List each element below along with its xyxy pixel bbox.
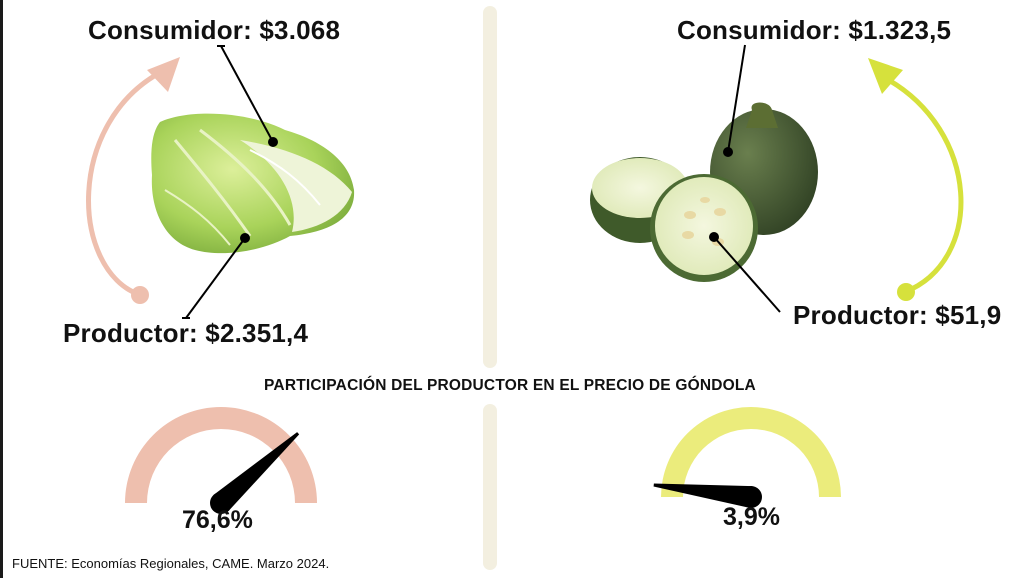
right-producer-pointer <box>709 232 781 313</box>
left-consumer-price: Consumidor: $3.068 <box>88 15 341 45</box>
gauge-right <box>653 407 841 508</box>
left-producer-pointer <box>182 233 250 319</box>
right-producer-price: Productor: $51,9 <box>793 300 1002 330</box>
left-arc-arrow <box>86 57 180 304</box>
right-gauge-label: 3,9% <box>723 503 780 531</box>
left-consumer-pointer <box>217 45 278 147</box>
gauge-left-needle <box>213 432 300 512</box>
section-title: PARTICIPACIÓN DEL PRODUCTOR EN EL PRECIO… <box>264 377 756 394</box>
gauge-right-needle-hub <box>740 486 762 508</box>
gauge-right-band <box>661 407 841 497</box>
gauge-right-needle <box>653 483 753 508</box>
right-arc-arrow <box>868 58 964 301</box>
left-edge-bar <box>0 0 3 578</box>
gauge-left-needle-hub <box>210 492 232 514</box>
right-consumer-pointer <box>723 44 746 157</box>
source-note: FUENTE: Economías Regionales, CAME. Marz… <box>12 556 330 571</box>
zucchini-image <box>590 102 818 282</box>
gauge-left-band <box>125 407 317 503</box>
center-divider-top <box>483 6 497 368</box>
gauge-left <box>125 407 317 514</box>
lettuce-image <box>151 113 355 254</box>
left-gauge-label: 76,6% <box>182 506 253 534</box>
center-divider-bottom <box>483 404 497 570</box>
left-producer-price: Productor: $2.351,4 <box>63 318 309 348</box>
right-consumer-price: Consumidor: $1.323,5 <box>677 15 952 45</box>
